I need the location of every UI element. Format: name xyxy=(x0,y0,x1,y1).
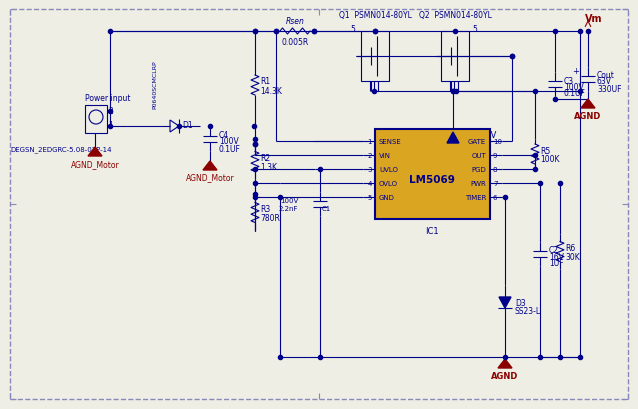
Text: R5: R5 xyxy=(540,146,550,155)
Text: GATE: GATE xyxy=(468,139,486,145)
Text: 6: 6 xyxy=(493,195,498,200)
Text: DZ 33V: DZ 33V xyxy=(465,131,496,140)
Bar xyxy=(375,130,490,220)
Text: AGND_Motor: AGND_Motor xyxy=(186,173,234,182)
Text: 9: 9 xyxy=(493,153,498,159)
Text: 5: 5 xyxy=(367,195,372,200)
Text: PWR: PWR xyxy=(470,180,486,187)
Text: 100V: 100V xyxy=(219,137,239,146)
Text: C3: C3 xyxy=(564,76,574,85)
Text: OUT: OUT xyxy=(471,153,486,159)
Polygon shape xyxy=(499,297,511,308)
Text: 4: 4 xyxy=(367,180,372,187)
Text: 5: 5 xyxy=(472,25,477,34)
Text: +: + xyxy=(572,67,579,76)
Text: 16V: 16V xyxy=(549,252,564,261)
Polygon shape xyxy=(447,133,459,144)
Text: 8: 8 xyxy=(493,166,498,173)
Text: Vm: Vm xyxy=(585,14,602,24)
Text: 14.3K: 14.3K xyxy=(260,86,282,95)
Text: 0.005R: 0.005R xyxy=(281,38,309,47)
Polygon shape xyxy=(498,359,512,368)
Text: SS23-L: SS23-L xyxy=(515,307,541,316)
Bar xyxy=(85,106,107,134)
Text: D1: D1 xyxy=(182,120,193,129)
Text: R2: R2 xyxy=(260,154,270,163)
Text: 10: 10 xyxy=(493,139,502,145)
Polygon shape xyxy=(203,162,217,171)
Polygon shape xyxy=(88,148,102,157)
Text: 330UF: 330UF xyxy=(597,84,621,93)
Text: P0640SCMCLRP: P0640SCMCLRP xyxy=(152,60,158,109)
Text: GND: GND xyxy=(379,195,395,200)
Text: 100K: 100K xyxy=(540,155,560,164)
Text: TIMER: TIMER xyxy=(464,195,486,200)
Text: C1: C1 xyxy=(322,205,331,211)
Text: AGND_Motor: AGND_Motor xyxy=(71,160,119,169)
Text: 780R: 780R xyxy=(260,213,280,222)
Bar xyxy=(361,32,389,82)
Polygon shape xyxy=(581,100,595,109)
Text: R1: R1 xyxy=(260,77,270,86)
Text: 0.1UF: 0.1UF xyxy=(564,89,586,98)
Text: Cout: Cout xyxy=(597,71,615,80)
Text: PGD: PGD xyxy=(471,166,486,173)
Text: IC1: IC1 xyxy=(425,227,439,236)
Text: Power input: Power input xyxy=(85,94,131,103)
Text: 2: 2 xyxy=(367,153,372,159)
Text: 30K: 30K xyxy=(565,252,580,261)
Text: SENSE: SENSE xyxy=(379,139,402,145)
Text: D3: D3 xyxy=(515,299,526,308)
Text: 100V: 100V xyxy=(564,82,584,91)
Text: 100V: 100V xyxy=(279,198,298,204)
Text: 1: 1 xyxy=(108,120,113,129)
Text: GND: GND xyxy=(443,169,463,178)
Text: Q2  PSMN014-80YL: Q2 PSMN014-80YL xyxy=(419,11,491,20)
Text: 2: 2 xyxy=(108,107,113,116)
Text: VIN: VIN xyxy=(379,153,391,159)
Bar xyxy=(441,32,469,82)
Text: 5: 5 xyxy=(350,25,355,34)
Text: 63V: 63V xyxy=(597,77,612,86)
Text: R3: R3 xyxy=(260,204,271,213)
Text: 1.3K: 1.3K xyxy=(260,163,277,172)
Text: 0.1UF: 0.1UF xyxy=(219,144,241,153)
Text: R6: R6 xyxy=(565,243,575,252)
Text: OVLO: OVLO xyxy=(379,180,398,187)
Text: C2: C2 xyxy=(549,246,559,255)
Text: 1: 1 xyxy=(367,139,372,145)
Text: DEGSN_2EDGRC-5.08-02P-14: DEGSN_2EDGRC-5.08-02P-14 xyxy=(10,146,112,153)
Text: LM5069: LM5069 xyxy=(409,175,455,184)
Text: AGND: AGND xyxy=(574,112,602,121)
Text: 7: 7 xyxy=(493,180,498,187)
Text: 1UF: 1UF xyxy=(549,259,563,268)
Text: C4: C4 xyxy=(219,131,229,140)
Text: Q1  PSMN014-80YL: Q1 PSMN014-80YL xyxy=(339,11,412,20)
Text: UVLO: UVLO xyxy=(379,166,398,173)
Text: AGND: AGND xyxy=(491,371,519,380)
Text: 2.2nF: 2.2nF xyxy=(279,205,298,211)
Text: Rsen: Rsen xyxy=(286,17,304,26)
Text: 3: 3 xyxy=(367,166,372,173)
